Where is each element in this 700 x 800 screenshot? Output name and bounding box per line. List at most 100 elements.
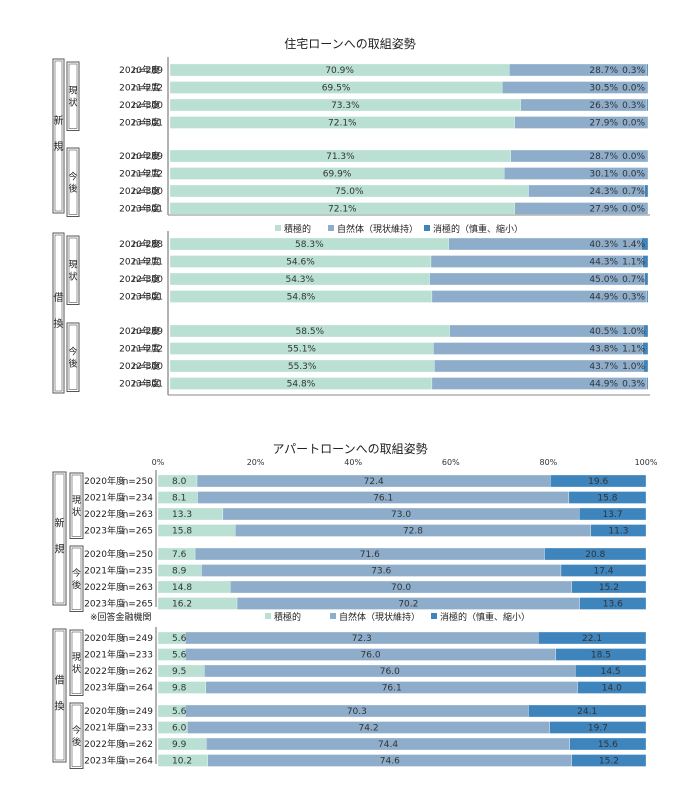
group-label: 新規 <box>54 114 64 153</box>
subgroup-frame-inner <box>68 63 78 129</box>
legend-label-negative: 消極的（慎重、縮小） <box>440 611 530 623</box>
row-n-label: n=300 <box>133 101 164 111</box>
row-n-label: n=250 <box>123 550 154 560</box>
legend-swatch-negative <box>431 613 437 619</box>
subgroup-frame <box>66 147 80 217</box>
subgroup-frame <box>69 629 84 696</box>
data-label: 10.2 <box>172 757 192 767</box>
subgroup-frame-inner <box>68 149 78 215</box>
data-label: 70.9% <box>325 66 354 76</box>
row-year-label: 2022年度 <box>84 665 125 677</box>
bar-segment-negative <box>578 507 647 521</box>
subgroup-frame <box>69 545 84 612</box>
x-tick-label: 80% <box>540 458 558 467</box>
bar-segment-negative <box>646 377 649 390</box>
data-label: 45.0% <box>589 275 618 285</box>
data-label: 73.6 <box>371 567 391 577</box>
bar-segment-negative <box>555 648 647 661</box>
row-year-label: 2020年度 <box>119 238 160 250</box>
row-year-label: 2022年度 <box>119 273 160 285</box>
row-year-label: 2021年度 <box>119 168 160 180</box>
row-year-label: 2020年度 <box>84 475 125 487</box>
data-label: 1.0% <box>622 327 645 337</box>
row-n-label: n=289 <box>133 66 164 76</box>
subgroup-frame <box>69 702 84 769</box>
data-label: 13.3 <box>172 510 192 520</box>
bar-segment-neutral <box>510 149 649 163</box>
bar-segment-negative <box>646 290 649 303</box>
bar-segment-negative <box>642 342 649 355</box>
data-label: 0.0% <box>622 152 645 162</box>
row-year-label: 2023年度 <box>119 378 160 390</box>
row-n-label: n=249 <box>123 707 154 717</box>
data-label: 0.7% <box>622 187 645 197</box>
group-frame <box>52 628 67 763</box>
data-label: 19.6 <box>588 477 608 487</box>
data-label: 20.8 <box>585 550 605 560</box>
bar-segment-negative <box>549 721 647 734</box>
bar-segment-negative <box>560 564 647 577</box>
data-label: 72.4 <box>364 477 384 487</box>
data-label: 15.8 <box>172 527 192 537</box>
row-n-label: n=301 <box>133 380 163 390</box>
row-n-label: n=301 <box>133 205 163 215</box>
row-n-label: n=264 <box>123 757 154 767</box>
legend-swatch-neutral <box>328 225 334 231</box>
row-year-label: 2020年度 <box>119 325 160 337</box>
row-year-label: 2023年度 <box>119 291 160 303</box>
data-label: 76.0 <box>380 667 400 677</box>
subgroup-frame-inner <box>71 474 82 537</box>
row-n-label: n=272 <box>133 345 163 355</box>
data-label: 43.7% <box>589 362 618 372</box>
row-year-label: 2023年度 <box>84 525 125 537</box>
subgroup-frame <box>69 472 84 539</box>
subgroup-frame <box>66 235 80 305</box>
row-n-label: n=301 <box>133 293 163 303</box>
bar-segment-negative <box>577 681 647 694</box>
data-label: 14.5 <box>601 667 621 677</box>
data-label: 8.1 <box>172 494 186 504</box>
data-label: 8.9 <box>172 567 187 577</box>
data-label: 44.9% <box>589 380 618 390</box>
data-label: 24.3% <box>589 187 618 197</box>
data-label: 9.8 <box>172 684 187 694</box>
row-year-label: 2023年度 <box>84 682 125 694</box>
data-label: 15.2 <box>599 757 619 767</box>
bar-segment-positive <box>157 580 231 594</box>
subgroup-label: 今後 <box>68 170 77 194</box>
data-label: 70.0 <box>391 583 411 593</box>
bar-segment-positive <box>157 524 236 537</box>
data-label: 71.6 <box>360 550 380 560</box>
x-tick-label: 60% <box>442 458 460 467</box>
row-n-label: n=300 <box>133 362 164 372</box>
data-label: 69.5% <box>322 84 351 94</box>
bar-segment-negative <box>571 580 647 594</box>
data-label: 6.0 <box>172 724 187 734</box>
row-year-label: 2022年度 <box>84 738 125 750</box>
bar-segment-neutral <box>503 167 649 180</box>
data-label: 22.1 <box>582 634 602 644</box>
data-label: 15.8 <box>597 494 617 504</box>
data-label: 19.7 <box>588 724 608 734</box>
data-label: 44.9% <box>589 293 618 303</box>
bar-segment-negative <box>538 631 647 645</box>
data-label: 0.0% <box>622 205 645 215</box>
bar-segment-negative <box>644 184 649 198</box>
x-tick-label: 40% <box>344 458 362 467</box>
row-year-label: 2023年度 <box>119 203 160 215</box>
bar-segment-neutral <box>514 116 649 129</box>
row-n-label: n=233 <box>123 651 153 661</box>
row-n-label: n=263 <box>123 583 153 593</box>
data-label: 17.4 <box>593 567 613 577</box>
data-label: 76.1 <box>373 494 393 504</box>
data-label: 1.1% <box>622 258 645 268</box>
group-frame-inner <box>54 234 63 392</box>
subgroup-label: 現状 <box>72 495 81 518</box>
bar-segment-positive <box>157 597 238 610</box>
data-label: 74.6 <box>380 757 400 767</box>
data-label: 13.7 <box>603 510 623 520</box>
data-label: 76.0 <box>361 651 381 661</box>
group-frame <box>52 58 65 214</box>
row-year-label: 2023年度 <box>84 598 125 610</box>
